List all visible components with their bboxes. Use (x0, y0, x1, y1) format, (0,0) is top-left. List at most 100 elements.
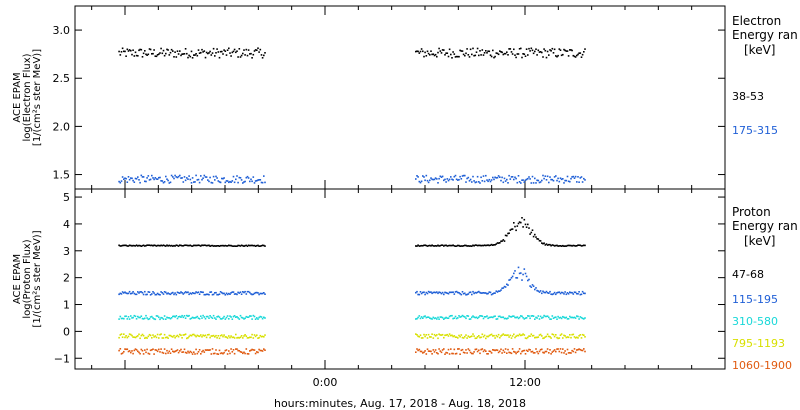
data-point (226, 337, 229, 339)
data-point (480, 292, 482, 294)
data-point (499, 176, 501, 178)
data-point (217, 315, 220, 318)
data-point (224, 244, 227, 247)
data-point (466, 337, 468, 339)
data-point (187, 178, 189, 180)
data-point (155, 293, 158, 296)
data-point (560, 333, 563, 335)
data-point (552, 293, 555, 295)
data-point (233, 352, 236, 355)
data-point (446, 52, 449, 54)
data-point (253, 182, 256, 184)
data-point (219, 352, 222, 355)
data-point (168, 334, 171, 337)
data-point (165, 318, 167, 320)
data-point (175, 350, 178, 352)
data-point (487, 353, 489, 355)
data-point (446, 333, 449, 336)
data-point (474, 348, 477, 351)
data-point (172, 245, 174, 247)
data-point (118, 318, 120, 320)
data-point (578, 244, 580, 246)
data-point (124, 177, 126, 179)
data-point (160, 180, 162, 182)
data-point (194, 244, 196, 247)
data-point (467, 54, 470, 56)
data-point (153, 336, 155, 338)
data-point (140, 245, 143, 247)
data-point (520, 182, 522, 184)
data-point (118, 50, 120, 53)
data-point (138, 179, 140, 181)
data-point (144, 245, 146, 247)
data-point (581, 53, 584, 56)
data-point (544, 244, 547, 246)
data-point (532, 285, 535, 287)
data-point (499, 50, 501, 52)
data-point (544, 350, 547, 353)
data-point (237, 181, 239, 184)
data-point (242, 52, 244, 55)
data-point (489, 316, 492, 319)
data-point (565, 50, 568, 52)
data-point (569, 180, 571, 183)
data-point (196, 244, 199, 247)
data-point (208, 317, 210, 319)
data-point (137, 291, 139, 293)
data-point (490, 316, 493, 318)
data-point (216, 293, 218, 296)
data-point (501, 51, 503, 54)
data-point (130, 351, 132, 354)
data-point (172, 350, 174, 353)
y-tick-label: 0 (63, 325, 70, 338)
data-point (455, 290, 458, 293)
data-point (542, 337, 544, 340)
data-point (546, 244, 549, 246)
data-point (563, 182, 565, 184)
data-point (196, 315, 199, 318)
data-point (203, 174, 206, 177)
data-point (504, 286, 507, 288)
data-point (126, 348, 129, 350)
data-point (550, 318, 552, 320)
series-38-53 (118, 47, 586, 59)
data-point (434, 53, 437, 56)
data-point (529, 317, 531, 320)
data-point (497, 315, 500, 318)
data-point (430, 50, 432, 52)
data-point (441, 49, 444, 51)
data-point (539, 290, 542, 292)
data-point (237, 349, 239, 352)
data-point (230, 335, 232, 337)
data-point (252, 244, 255, 247)
data-point (419, 291, 422, 293)
data-point (176, 334, 179, 337)
data-point (423, 244, 425, 247)
data-point (123, 292, 125, 294)
data-point (541, 179, 543, 182)
data-point (418, 293, 421, 296)
data-point (205, 336, 208, 339)
data-point (197, 291, 200, 293)
data-point (534, 318, 536, 320)
data-point (430, 317, 432, 320)
data-point (415, 318, 417, 320)
data-point (158, 53, 160, 55)
data-point (216, 316, 218, 318)
data-point (183, 348, 186, 351)
data-point (134, 293, 137, 296)
data-point (444, 244, 446, 247)
data-point (141, 244, 144, 247)
data-point (181, 337, 183, 339)
data-point (228, 244, 230, 247)
data-point (493, 178, 495, 181)
data-point (144, 290, 146, 293)
data-point (165, 336, 167, 339)
data-point (215, 334, 217, 337)
data-point (448, 244, 451, 247)
data-point (578, 291, 580, 293)
data-point (215, 245, 217, 247)
data-point (523, 334, 526, 336)
data-point (163, 315, 166, 317)
data-point (225, 180, 228, 182)
